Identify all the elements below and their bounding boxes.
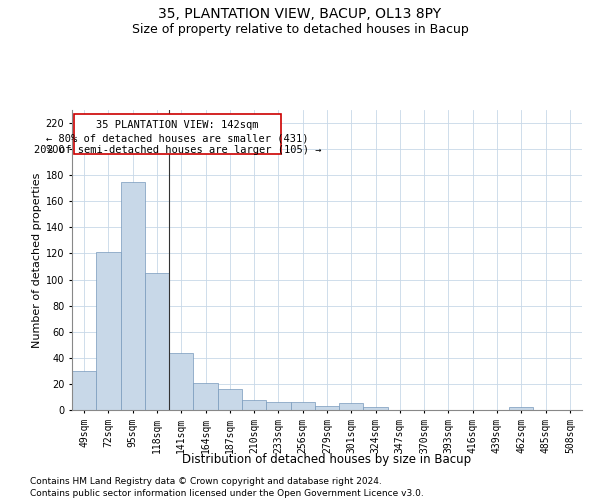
Bar	[121, 182, 145, 410]
Bar	[266, 402, 290, 410]
Text: 35 PLANTATION VIEW: 142sqm: 35 PLANTATION VIEW: 142sqm	[97, 120, 259, 130]
Text: Contains public sector information licensed under the Open Government Licence v3: Contains public sector information licen…	[30, 489, 424, 498]
Text: 20% of semi-detached houses are larger (105) →: 20% of semi-detached houses are larger (…	[34, 145, 322, 155]
Bar	[96, 252, 121, 410]
Text: ← 80% of detached houses are smaller (431): ← 80% of detached houses are smaller (43…	[46, 134, 309, 143]
Bar	[242, 400, 266, 410]
Bar	[193, 382, 218, 410]
Bar	[290, 402, 315, 410]
Bar	[145, 273, 169, 410]
Text: Contains HM Land Registry data © Crown copyright and database right 2024.: Contains HM Land Registry data © Crown c…	[30, 478, 382, 486]
Bar	[169, 352, 193, 410]
Bar	[509, 408, 533, 410]
Bar	[74, 114, 281, 154]
Text: 35, PLANTATION VIEW, BACUP, OL13 8PY: 35, PLANTATION VIEW, BACUP, OL13 8PY	[158, 8, 442, 22]
Bar	[364, 408, 388, 410]
Text: Size of property relative to detached houses in Bacup: Size of property relative to detached ho…	[131, 22, 469, 36]
Bar	[72, 371, 96, 410]
Text: Distribution of detached houses by size in Bacup: Distribution of detached houses by size …	[182, 452, 472, 466]
Bar	[339, 404, 364, 410]
Bar	[218, 389, 242, 410]
Bar	[315, 406, 339, 410]
Y-axis label: Number of detached properties: Number of detached properties	[32, 172, 41, 348]
